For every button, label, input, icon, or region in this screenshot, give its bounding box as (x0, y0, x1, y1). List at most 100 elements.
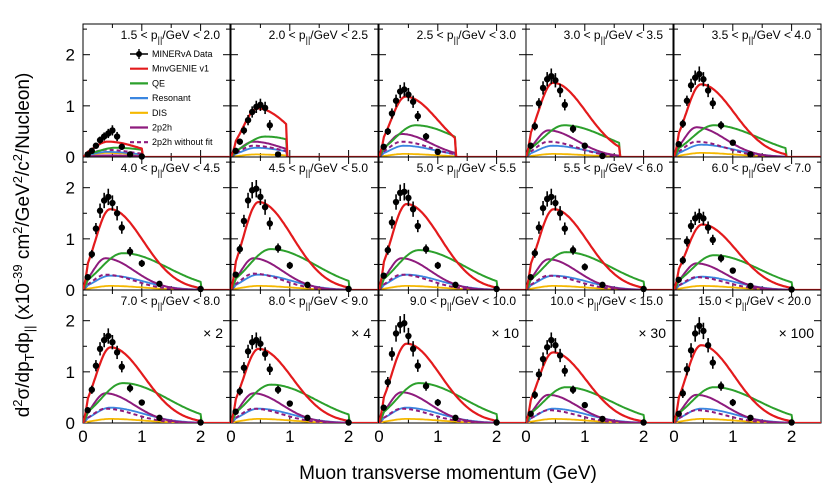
data-point (261, 350, 269, 358)
series-twop2h (674, 126, 821, 157)
series-qe (231, 248, 378, 290)
series-dis (379, 153, 526, 157)
data-point (434, 262, 441, 269)
x-tick-label: 1 (137, 427, 146, 446)
data-point (384, 128, 392, 135)
series-mnvgenie (526, 208, 673, 290)
data-point (253, 185, 260, 192)
panel-grid: 0 1 2 1.5 < p||/GeV < 2.0 MINERvA Data MnvGEN… (66, 23, 822, 446)
data-point (88, 386, 96, 393)
data-point (100, 336, 108, 344)
y-tick-label: 1 (66, 97, 75, 116)
x-tick-label: 0 (374, 427, 383, 446)
series-dis (231, 153, 378, 157)
x-tick-label: 1 (433, 427, 442, 446)
panel-title: 5.0 < p||/GeV < 5.5 (417, 161, 517, 178)
data-point (113, 210, 121, 217)
data-point (527, 142, 534, 149)
data-point (109, 338, 116, 346)
panel-frame (525, 289, 674, 424)
data-point (569, 125, 577, 133)
curves (674, 344, 821, 423)
data-point (747, 414, 754, 422)
curves (83, 140, 230, 157)
legend-item-data: MINERvA Data (130, 49, 213, 59)
panel-title: 15.0 < p||/GeV < 20.0 (698, 294, 811, 311)
x-tick-label: 0 (669, 427, 678, 446)
legend-label: Resonant (152, 93, 191, 103)
curves (83, 208, 230, 290)
x-tick-label: 0 (226, 427, 235, 446)
x-tick-label: 1 (580, 427, 589, 446)
y-tick-label: 0 (66, 281, 75, 300)
data-point (548, 336, 555, 344)
data-point (493, 419, 500, 426)
data-points (675, 208, 795, 293)
series-twop2h_nofit (526, 274, 673, 290)
panel-frame (230, 23, 379, 158)
series-dis (83, 418, 230, 423)
series-mnvgenie (379, 342, 526, 423)
data-point (422, 382, 430, 390)
data-point (232, 147, 239, 155)
x-tick-label: 2 (492, 427, 501, 446)
panel-frame (525, 156, 674, 291)
panel-title: 9.0 < p||/GeV < 10.0 (410, 294, 516, 311)
y-axis-title: d2σ/dpTdp|| (x10-39 cm2/GeV2/c2/Nucleon) (10, 73, 37, 418)
data-point (675, 410, 682, 417)
data-point (539, 84, 547, 92)
y-tick-label: 1 (66, 363, 75, 382)
series-twop2h (379, 133, 526, 157)
data-point (561, 225, 569, 232)
x-tick-label: 2 (639, 427, 648, 446)
series-dis (83, 285, 230, 290)
series-mnvgenie (231, 200, 378, 290)
curves (526, 351, 673, 423)
data-point (380, 272, 387, 279)
data-point (274, 386, 282, 393)
data-point (257, 340, 264, 347)
data-point (717, 255, 725, 262)
data-point (422, 133, 430, 140)
curves (83, 346, 230, 423)
series-mnvgenie (231, 347, 378, 423)
legend: MINERvA Data MnvGENIE v1 QE Resonant DIS 2p2h… (130, 49, 213, 147)
data-points (380, 82, 441, 156)
panel-title: 3.0 < p||/GeV < 3.5 (564, 28, 664, 45)
series-twop2h (83, 154, 230, 157)
panel-title: 8.0 < p||/GeV < 9.0 (269, 294, 369, 311)
series-twop2h_nofit (379, 140, 526, 157)
data-point (156, 280, 163, 288)
data-point (729, 267, 736, 274)
panel-title: 1.5 < p||/GeV < 2.0 (121, 28, 221, 45)
panel-7: 4.5 < p||/GeV < 5.0 (230, 156, 379, 293)
series-twop2h (231, 140, 378, 157)
data-point (527, 274, 534, 281)
data-point (788, 286, 795, 293)
legend-item-twop2h_nofit: 2p2h without fit (130, 137, 213, 147)
panel-3: 2.5 < p||/GeV < 3.0 (378, 23, 527, 158)
series-twop2h_nofit (83, 407, 230, 423)
data-point (414, 112, 422, 120)
panel-title: 10.0 < p||/GeV < 15.0 (550, 294, 663, 311)
series-mnvgenie (674, 344, 821, 423)
data-point (257, 193, 264, 201)
data-point (138, 153, 145, 160)
series-twop2h_nofit (526, 140, 673, 157)
legend-marker (136, 51, 142, 57)
curves (526, 208, 673, 290)
data-point (729, 139, 736, 146)
data-point (392, 97, 400, 104)
curves (379, 203, 526, 290)
panel-frame (673, 23, 822, 158)
data-points (527, 188, 647, 293)
data-point (414, 362, 422, 369)
series-dis (231, 285, 378, 290)
data-point (236, 245, 244, 253)
curves (526, 81, 673, 157)
data-points (232, 332, 352, 426)
data-points (675, 66, 754, 158)
series-mnvgenie (83, 140, 230, 157)
data-point (704, 342, 712, 349)
data-point (527, 410, 534, 417)
